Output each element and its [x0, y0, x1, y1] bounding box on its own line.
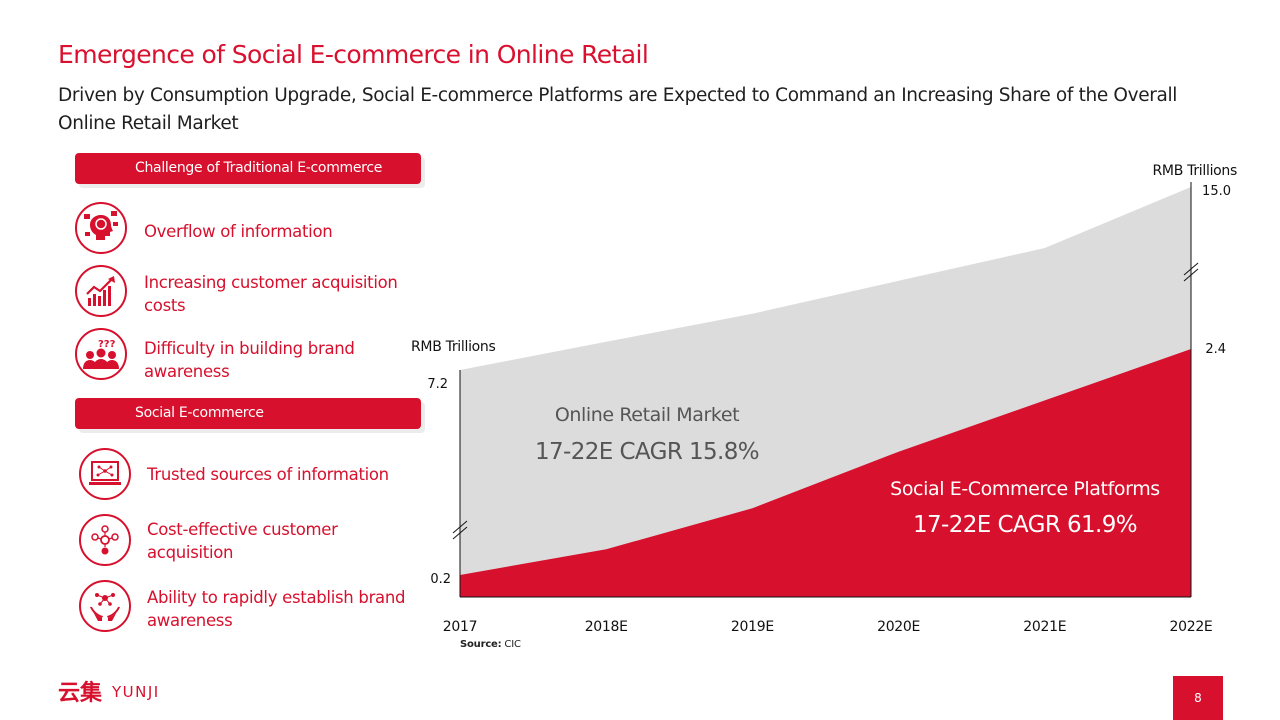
source-note: Source: CIC: [460, 639, 521, 650]
online-retail-label: Online Retail Market: [555, 404, 739, 426]
confused-people-icon: ???: [75, 328, 127, 380]
social-label: Social E-Commerce Platforms: [890, 478, 1160, 500]
social-header: Social E-commerce: [75, 398, 421, 429]
laptop-network-icon: [79, 448, 131, 500]
left-axis-label: RMB Trillions: [411, 339, 496, 355]
x-tick-label: 2018E: [585, 619, 628, 635]
yunji-logo: 云集 YUNJI: [58, 678, 178, 706]
coin-network-icon: [79, 514, 131, 566]
page-subtitle: Driven by Consumption Upgrade, Social E-…: [58, 85, 1178, 134]
benefit-text: Cost-effective customer acquisition: [147, 520, 338, 562]
svg-text:???: ???: [98, 339, 116, 350]
x-tick-label: 2019E: [731, 619, 774, 635]
left-axis-tick-bottom: 0.2: [430, 572, 451, 587]
svg-text:云集: 云集: [58, 680, 103, 706]
online-retail-cagr: 17-22E CAGR 15.8%: [535, 439, 759, 465]
challenge-text: Overflow of information: [144, 222, 333, 241]
x-tick-label: 2022E: [1170, 619, 1213, 635]
right-axis-tick-mid: 2.4: [1205, 342, 1226, 357]
hands-network-icon: [79, 580, 131, 632]
right-axis-label: RMB Trillions: [1152, 163, 1237, 179]
x-tick-label: 2017: [443, 619, 477, 635]
right-axis-tick-top: 15.0: [1202, 184, 1231, 199]
head-overload-icon: [75, 202, 127, 254]
source-text: CIC: [501, 639, 521, 650]
x-tick-label: 2020E: [877, 619, 920, 635]
right-axis-break: [1183, 262, 1199, 282]
x-tick-label: 2021E: [1023, 619, 1066, 635]
page-title: Emergence of Social E-commerce in Online…: [58, 40, 649, 69]
benefit-text: Trusted sources of information: [147, 465, 389, 484]
rising-chart-icon: [75, 265, 127, 317]
left-axis-break: [452, 520, 468, 540]
page-number: 8: [1173, 676, 1223, 720]
challenge-header: Challenge of Traditional E-commerce: [75, 153, 421, 184]
benefit-text: Ability to rapidly establish brand aware…: [147, 588, 406, 630]
challenge-text: Difficulty in building brand awareness: [144, 339, 355, 381]
svg-text:YUNJI: YUNJI: [111, 683, 160, 701]
social-ecommerce-area: [460, 349, 1191, 597]
source-label: Source:: [460, 639, 502, 650]
left-axis-tick-top: 7.2: [427, 377, 448, 392]
social-cagr: 17-22E CAGR 61.9%: [913, 512, 1137, 538]
challenge-text: Increasing customer acquisition costs: [144, 273, 398, 315]
